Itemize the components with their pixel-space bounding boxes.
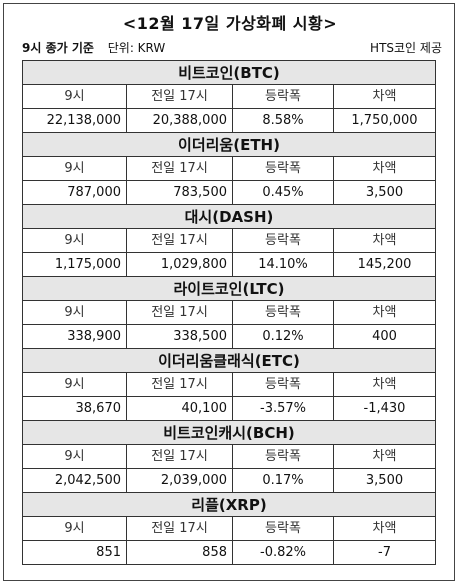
col-header-9am: 9시 — [22, 372, 127, 397]
change-rate: 0.12% — [232, 324, 334, 349]
difference: 400 — [333, 324, 436, 349]
page-title: <12월 17일 가상화폐 시황> — [122, 14, 338, 33]
col-header-prev-17: 전일 17시 — [126, 156, 233, 181]
source-label: HTS코인 제공 — [370, 41, 442, 55]
col-header-change-rate: 등락폭 — [232, 228, 334, 253]
difference: -7 — [333, 540, 436, 565]
col-header-difference: 차액 — [333, 444, 436, 469]
col-header-difference: 차액 — [333, 372, 436, 397]
price-prev-17: 2,039,000 — [126, 468, 233, 493]
price-basis: 9시 종가 기준 — [22, 41, 94, 55]
col-header-difference: 차액 — [333, 84, 436, 109]
price-prev-17: 338,500 — [126, 324, 233, 349]
col-header-difference: 차액 — [333, 516, 436, 541]
coin-name: 이더리움클래식(ETC) — [22, 348, 436, 373]
price-prev-17: 1,029,800 — [126, 252, 233, 277]
document-frame — [3, 3, 455, 581]
price-9am: 338,900 — [22, 324, 127, 349]
difference: 3,500 — [333, 468, 436, 493]
price-9am: 2,042,500 — [22, 468, 127, 493]
col-header-prev-17: 전일 17시 — [126, 300, 233, 325]
col-header-prev-17: 전일 17시 — [126, 372, 233, 397]
meta-left: 9시 종가 기준 단위: KRW — [22, 39, 165, 56]
col-header-change-rate: 등락폭 — [232, 516, 334, 541]
value-row: 38,670 40,100 -3.57% -1,430 — [22, 396, 436, 421]
col-header-9am: 9시 — [22, 444, 127, 469]
coin-name: 비트코인(BTC) — [22, 60, 436, 85]
price-tables: 비트코인(BTC) 9시 전일 17시 등락폭 차액 22,138,000 20… — [22, 60, 436, 565]
coin-table-xrp: 리플(XRP) 9시 전일 17시 등락폭 차액 851 858 -0.82% … — [22, 492, 436, 565]
price-prev-17: 783,500 — [126, 180, 233, 205]
meta-line: 9시 종가 기준 단위: KRW HTS코인 제공 — [14, 39, 446, 57]
col-header-prev-17: 전일 17시 — [126, 84, 233, 109]
coin-table-etc: 이더리움클래식(ETC) 9시 전일 17시 등락폭 차액 38,670 40,… — [22, 348, 436, 421]
coin-name: 이더리움(ETH) — [22, 132, 436, 157]
value-row: 338,900 338,500 0.12% 400 — [22, 324, 436, 349]
col-header-change-rate: 등락폭 — [232, 444, 334, 469]
col-header-change-rate: 등락폭 — [232, 300, 334, 325]
price-prev-17: 858 — [126, 540, 233, 565]
price-9am: 38,670 — [22, 396, 127, 421]
change-rate: 14.10% — [232, 252, 334, 277]
coin-table-btc: 비트코인(BTC) 9시 전일 17시 등락폭 차액 22,138,000 20… — [22, 60, 436, 133]
header-row: 9시 전일 17시 등락폭 차액 — [22, 372, 436, 397]
value-row: 787,000 783,500 0.45% 3,500 — [22, 180, 436, 205]
col-header-prev-17: 전일 17시 — [126, 516, 233, 541]
price-prev-17: 20,388,000 — [126, 108, 233, 133]
col-header-9am: 9시 — [22, 84, 127, 109]
col-header-9am: 9시 — [22, 156, 127, 181]
difference: 1,750,000 — [333, 108, 436, 133]
col-header-prev-17: 전일 17시 — [126, 444, 233, 469]
value-row: 1,175,000 1,029,800 14.10% 145,200 — [22, 252, 436, 277]
change-rate: -0.82% — [232, 540, 334, 565]
coin-name: 리플(XRP) — [22, 492, 436, 517]
col-header-difference: 차액 — [333, 156, 436, 181]
header-row: 9시 전일 17시 등락폭 차액 — [22, 228, 436, 253]
header-row: 9시 전일 17시 등락폭 차액 — [22, 300, 436, 325]
price-9am: 1,175,000 — [22, 252, 127, 277]
price-9am: 787,000 — [22, 180, 127, 205]
price-9am: 851 — [22, 540, 127, 565]
col-header-9am: 9시 — [22, 516, 127, 541]
coin-name: 비트코인캐시(BCH) — [22, 420, 436, 445]
coin-name: 라이트코인(LTC) — [22, 276, 436, 301]
coin-table-eth: 이더리움(ETH) 9시 전일 17시 등락폭 차액 787,000 783,5… — [22, 132, 436, 205]
col-header-change-rate: 등락폭 — [232, 84, 334, 109]
coin-name: 대시(DASH) — [22, 204, 436, 229]
price-9am: 22,138,000 — [22, 108, 127, 133]
header-row: 9시 전일 17시 등락폭 차액 — [22, 84, 436, 109]
header-row: 9시 전일 17시 등락폭 차액 — [22, 156, 436, 181]
col-header-difference: 차액 — [333, 228, 436, 253]
col-header-change-rate: 등락폭 — [232, 156, 334, 181]
value-row: 2,042,500 2,039,000 0.17% 3,500 — [22, 468, 436, 493]
change-rate: 0.17% — [232, 468, 334, 493]
col-header-change-rate: 등락폭 — [232, 372, 334, 397]
difference: 3,500 — [333, 180, 436, 205]
header-row: 9시 전일 17시 등락폭 차액 — [22, 516, 436, 541]
value-row: 22,138,000 20,388,000 8.58% 1,750,000 — [22, 108, 436, 133]
col-header-prev-17: 전일 17시 — [126, 228, 233, 253]
difference: 145,200 — [333, 252, 436, 277]
col-header-9am: 9시 — [22, 228, 127, 253]
coin-table-ltc: 라이트코인(LTC) 9시 전일 17시 등락폭 차액 338,900 338,… — [22, 276, 436, 349]
header-row: 9시 전일 17시 등락폭 차액 — [22, 444, 436, 469]
change-rate: 0.45% — [232, 180, 334, 205]
price-prev-17: 40,100 — [126, 396, 233, 421]
coin-table-bch: 비트코인캐시(BCH) 9시 전일 17시 등락폭 차액 2,042,500 2… — [22, 420, 436, 493]
col-header-difference: 차액 — [333, 300, 436, 325]
change-rate: -3.57% — [232, 396, 334, 421]
unit-label: 단위: KRW — [107, 41, 166, 55]
col-header-9am: 9시 — [22, 300, 127, 325]
change-rate: 8.58% — [232, 108, 334, 133]
coin-table-dash: 대시(DASH) 9시 전일 17시 등락폭 차액 1,175,000 1,02… — [22, 204, 436, 277]
difference: -1,430 — [333, 396, 436, 421]
value-row: 851 858 -0.82% -7 — [22, 540, 436, 565]
